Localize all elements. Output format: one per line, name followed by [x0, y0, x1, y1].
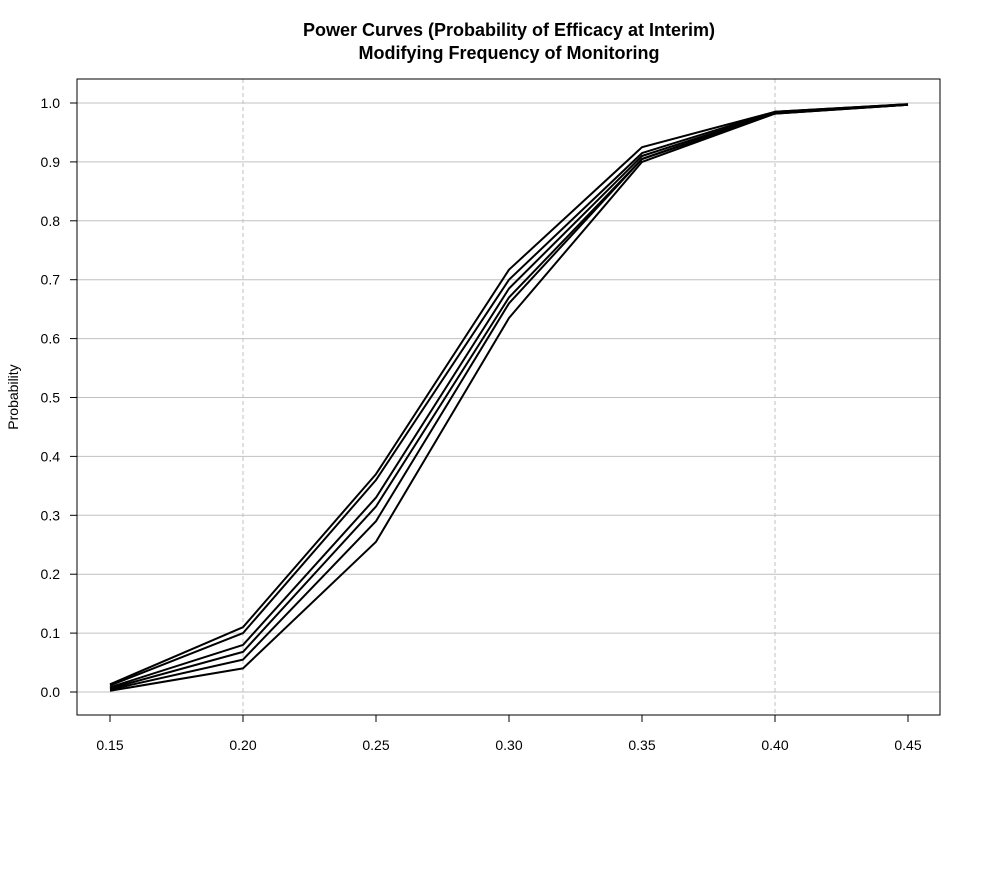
series-line-6 [109, 103, 909, 692]
y-tick-label: 0.4 [41, 448, 61, 464]
y-tick-label: 0.0 [41, 684, 61, 700]
x-tick-label: 0.25 [362, 737, 389, 753]
y-tick-label: 0.6 [41, 331, 61, 347]
y-tick-label: 0.1 [41, 625, 61, 641]
x-tick-label: 0.15 [96, 737, 123, 753]
y-tick-label: 0.5 [41, 390, 61, 406]
y-tick-label: 0.2 [41, 566, 61, 582]
y-axis-ticks: 0.0 0.1 0.2 0.3 0.4 0.5 0.6 0.7 0.8 0.9 1.0 [41, 95, 77, 700]
y-tick-label: 0.8 [41, 213, 61, 229]
y-tick-label: 0.9 [41, 154, 61, 170]
y-tick-label: 0.3 [41, 507, 61, 523]
chart-title-line-1: Power Curves (Probability of Efficacy at… [303, 20, 715, 40]
y-tick-label: 0.7 [41, 272, 61, 288]
series-layer [109, 103, 909, 692]
chart-title-line-2: Modifying Frequency of Monitoring [359, 43, 660, 63]
grid-layer [77, 79, 940, 715]
x-tick-label: 0.20 [229, 737, 256, 753]
x-axis-ticks: 0.15 0.20 0.25 0.30 0.35 0.40 0.45 [96, 715, 922, 753]
y-axis-label: Probability [5, 364, 21, 429]
x-tick-label: 0.30 [495, 737, 522, 753]
x-tick-label: 0.40 [761, 737, 788, 753]
x-tick-label: 0.45 [894, 737, 921, 753]
x-tick-label: 0.35 [628, 737, 655, 753]
series-line-2 [109, 103, 909, 687]
y-tick-label: 1.0 [41, 95, 61, 111]
